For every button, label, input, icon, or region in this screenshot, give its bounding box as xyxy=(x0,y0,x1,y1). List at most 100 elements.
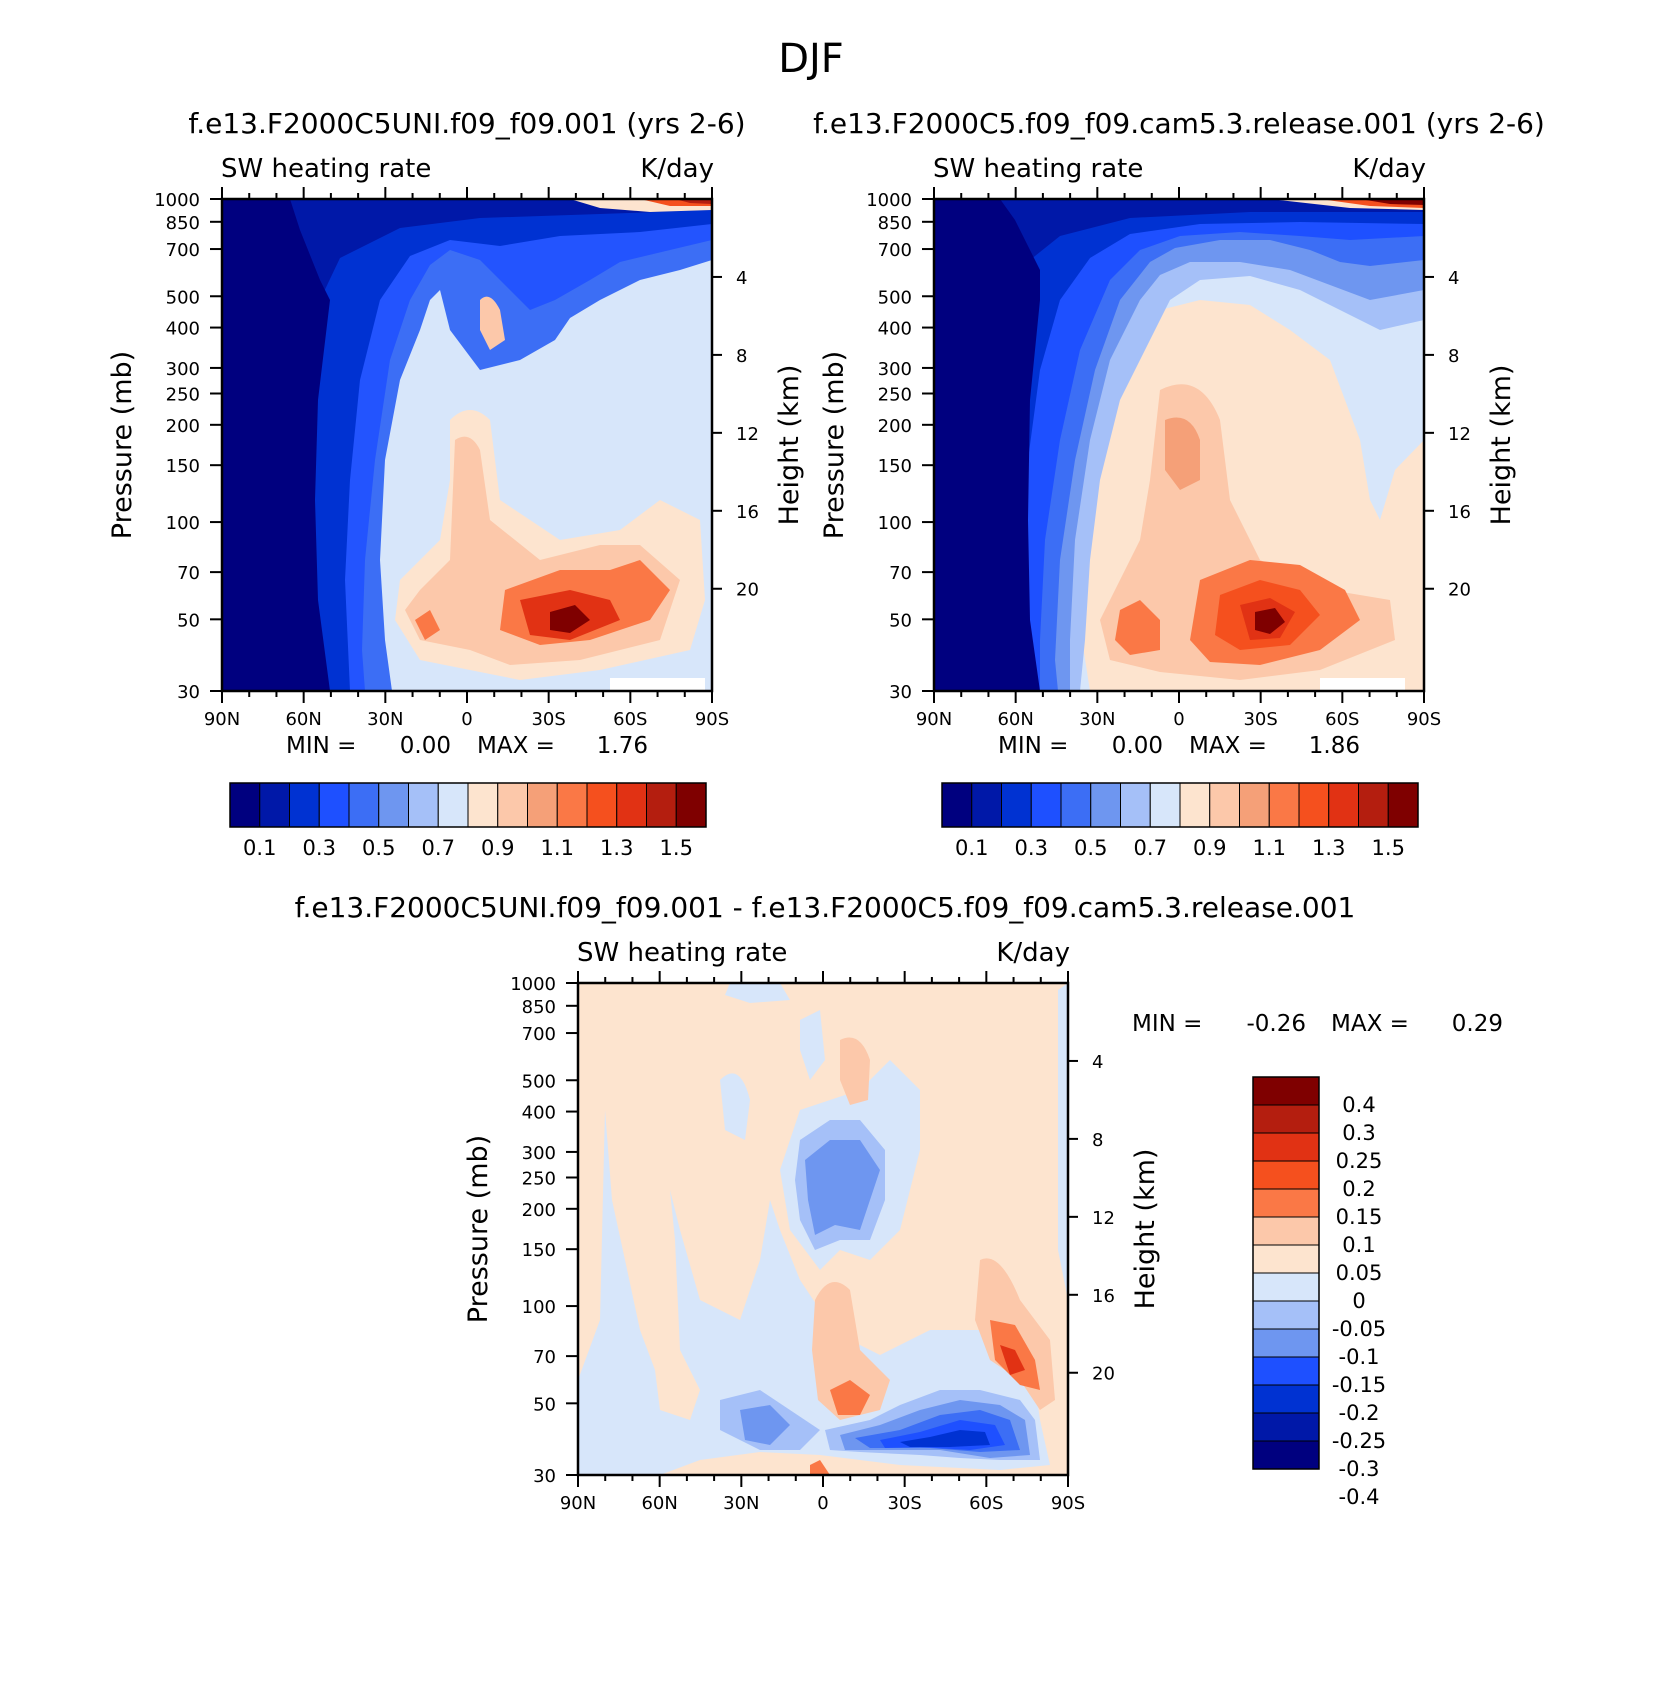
colorbar-box xyxy=(1252,1160,1320,1190)
y-tick-label: 200 xyxy=(878,416,912,437)
colorbar-label: 0.1 xyxy=(243,836,276,860)
y2-tick-label: 20 xyxy=(736,580,759,601)
panel-1-left-string: SW heating rate xyxy=(221,154,431,184)
y2-tick-label: 4 xyxy=(736,268,747,289)
y-tick-label: 500 xyxy=(166,287,200,308)
colorbar-label: 0.1 xyxy=(955,836,988,860)
y2-tick-label: 8 xyxy=(736,346,747,367)
y-tick-label: 700 xyxy=(166,240,200,261)
colorbar-box xyxy=(1252,1216,1320,1246)
x-tick-label: 60N xyxy=(285,709,321,730)
colorbar-label: 0.3 xyxy=(303,836,336,860)
y-tick-label: 1000 xyxy=(510,974,556,995)
colorbar-box xyxy=(1239,782,1270,828)
panel-3-min-label: MIN = xyxy=(1132,1011,1202,1037)
y2-tick-label: 16 xyxy=(736,502,759,523)
y-tick-label: 100 xyxy=(522,1297,556,1318)
x-tick-label: 90S xyxy=(1407,709,1441,730)
colorbar-box xyxy=(1252,1328,1320,1358)
colorbar-label: 0.4 xyxy=(1342,1093,1375,1117)
y-tick-label: 50 xyxy=(177,610,200,631)
x-tick-label: 30S xyxy=(887,1493,921,1514)
y-tick-label: 400 xyxy=(166,319,200,340)
panel-1-colorbar: 0.1 0.3 0.5 0.7 0.9 1.1 1.3 1.5 xyxy=(229,782,707,860)
colorbar-box xyxy=(616,782,647,828)
colorbar-label: 0.15 xyxy=(1336,1205,1383,1229)
panel-3-x-axis: 90N 60N 30N 0 30S 60S 90S xyxy=(560,971,1085,1514)
x-tick-label: 90N xyxy=(560,1493,596,1514)
colorbar-label: -0.15 xyxy=(1332,1373,1386,1397)
x-tick-label: 90N xyxy=(916,709,952,730)
y-tick-label: 70 xyxy=(177,563,200,584)
colorbar-box xyxy=(527,782,558,828)
colorbar-label: 1.3 xyxy=(600,836,633,860)
colorbar-label: 0.1 xyxy=(1342,1233,1375,1257)
y-tick-label: 1000 xyxy=(866,190,912,211)
colorbar-box xyxy=(348,782,380,828)
y-tick-label: 850 xyxy=(878,213,912,234)
panel-1-y2-axis: 20 16 12 8 4 xyxy=(712,268,759,601)
colorbar-box xyxy=(1252,1440,1320,1470)
y-tick-label: 500 xyxy=(522,1071,556,1092)
colorbar-box xyxy=(1149,782,1181,828)
y-tick-label: 150 xyxy=(878,456,912,477)
colorbar-box xyxy=(1252,1188,1320,1218)
colorbar-box xyxy=(1120,782,1151,828)
y2-tick-label: 12 xyxy=(1092,1208,1115,1229)
panel-1-ylabel: Pressure (mb) xyxy=(107,351,138,539)
colorbar-label: 0.2 xyxy=(1342,1177,1375,1201)
panel-1-y2label: Height (km) xyxy=(774,365,805,526)
y2-tick-label: 12 xyxy=(1448,424,1471,445)
x-tick-label: 90S xyxy=(695,709,729,730)
colorbar-box xyxy=(1298,782,1330,828)
colorbar-box xyxy=(1060,782,1092,828)
colorbar-label: 0 xyxy=(1352,1289,1365,1313)
colorbar-label: -0.1 xyxy=(1339,1345,1380,1369)
x-tick-label: 90N xyxy=(204,709,240,730)
panel-1-title: f.e13.F2000C5UNI.f09_f09.001 (yrs 2-6) xyxy=(188,107,745,140)
colorbar-box xyxy=(378,782,409,828)
panel-3-ylabel: Pressure (mb) xyxy=(463,1135,494,1323)
colorbar-box xyxy=(1030,782,1062,828)
x-tick-label: 0 xyxy=(461,709,472,730)
y-tick-label: 70 xyxy=(533,1347,556,1368)
y2-tick-label: 16 xyxy=(1092,1286,1115,1307)
colorbar-label: -0.3 xyxy=(1339,1457,1380,1481)
panel-2-colorbar: 0.1 0.3 0.5 0.7 0.9 1.1 1.3 1.5 xyxy=(941,782,1419,860)
y2-tick-label: 16 xyxy=(1448,502,1471,523)
colorbar-box xyxy=(971,782,1002,828)
colorbar-box xyxy=(318,782,350,828)
x-tick-label: 0 xyxy=(817,1493,828,1514)
colorbar-label: 1.5 xyxy=(1372,836,1405,860)
panel-2-y2-axis: 20 16 12 8 4 xyxy=(1424,268,1471,601)
colorbar-box xyxy=(1387,782,1419,828)
y-tick-label: 400 xyxy=(878,319,912,340)
colorbar-label: -0.05 xyxy=(1332,1317,1386,1341)
colorbar-box xyxy=(1252,1272,1320,1302)
y-tick-label: 400 xyxy=(522,1103,556,1124)
colorbar-frame xyxy=(941,782,1419,828)
x-tick-label: 60S xyxy=(1325,709,1359,730)
y2-tick-label: 12 xyxy=(736,424,759,445)
panel-2-left-string: SW heating rate xyxy=(933,154,1143,184)
x-tick-label: 0 xyxy=(1173,709,1184,730)
colorbar-box xyxy=(1252,1076,1320,1106)
y-tick-label: 300 xyxy=(166,359,200,380)
colorbar-label: 1.1 xyxy=(541,836,574,860)
panel-2-min-value: 0.00 xyxy=(1112,733,1163,759)
x-tick-label: 60S xyxy=(969,1493,1003,1514)
panel-2-title: f.e13.F2000C5.f09_f09.cam5.3.release.001… xyxy=(813,107,1545,140)
y-tick-label: 70 xyxy=(889,563,912,584)
colorbar-label: 0.3 xyxy=(1015,836,1048,860)
panel-1-min-label: MIN = xyxy=(286,733,356,759)
colorbar-frame xyxy=(1252,1076,1320,1470)
colorbar-label: 1.5 xyxy=(660,836,693,860)
y-tick-label: 500 xyxy=(878,287,912,308)
panel-3-title: f.e13.F2000C5UNI.f09_f09.001 - f.e13.F20… xyxy=(295,891,1356,924)
colorbar-label: 1.1 xyxy=(1253,836,1286,860)
panel-3-y2-axis: 20 16 12 8 4 xyxy=(1068,1052,1115,1385)
x-tick-label: 60N xyxy=(997,709,1033,730)
colorbar-box xyxy=(1209,782,1240,828)
colorbar-box xyxy=(1252,1244,1320,1274)
